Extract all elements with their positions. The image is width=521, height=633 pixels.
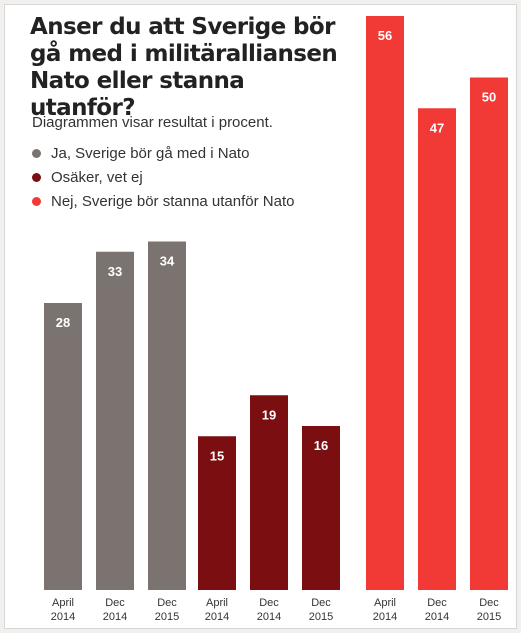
tick-label-period-g0-p1: Dec bbox=[105, 597, 125, 609]
tick-label-period-g2-p1: Dec bbox=[427, 597, 447, 609]
legend-dot-ja bbox=[32, 148, 41, 158]
legend-item-osaker: Osäker, vet ej bbox=[32, 165, 294, 189]
tick-label-year-g0-p2: 2015 bbox=[155, 611, 179, 623]
tick-label-year-g1-p0: 2014 bbox=[205, 611, 229, 623]
bar-value-label-g1-p2: 16 bbox=[314, 438, 328, 453]
legend-label-ja: Ja, Sverige bör gå med i Nato bbox=[51, 144, 250, 162]
tick-label-period-g0-p0: April bbox=[52, 597, 74, 609]
bar-g1-p2 bbox=[302, 426, 340, 590]
bar-value-label-g2-p1: 47 bbox=[430, 120, 444, 135]
bar-value-label-g0-p2: 34 bbox=[160, 254, 175, 269]
bar-g0-p1 bbox=[96, 251, 134, 590]
bar-value-label-g2-p0: 56 bbox=[378, 28, 392, 43]
legend-label-nej: Nej, Sverige bör stanna utanför Nato bbox=[51, 192, 295, 210]
bar-g2-p0 bbox=[366, 16, 404, 590]
tick-label-year-g2-p1: 2014 bbox=[425, 611, 449, 623]
tick-label-year-g2-p0: 2014 bbox=[373, 611, 397, 623]
legend: Ja, Sverige bör gå med i Nato Osäker, ve… bbox=[32, 141, 294, 213]
bar-value-label-g0-p1: 33 bbox=[108, 264, 122, 279]
bar-value-label-g2-p2: 50 bbox=[482, 90, 496, 105]
bar-g2-p2 bbox=[470, 77, 508, 590]
bar-value-label-g0-p0: 28 bbox=[56, 315, 70, 330]
legend-dot-osaker bbox=[32, 172, 41, 182]
tick-label-year-g0-p1: 2014 bbox=[103, 611, 127, 623]
tick-label-year-g1-p2: 2015 bbox=[309, 611, 333, 623]
chart-title: Anser du att Sverige bör gå med i militä… bbox=[30, 14, 338, 121]
legend-item-ja: Ja, Sverige bör gå med i Nato bbox=[32, 141, 294, 165]
tick-label-year-g1-p1: 2014 bbox=[257, 611, 281, 623]
bar-g0-p0 bbox=[44, 303, 82, 590]
tick-label-year-g0-p0: 2014 bbox=[51, 611, 75, 623]
tick-label-period-g2-p0: April bbox=[374, 597, 396, 609]
tick-label-period-g1-p0: April bbox=[206, 597, 228, 609]
chart-subtitle: Diagrammen visar resultat i procent. bbox=[32, 114, 273, 131]
bar-g1-p1 bbox=[250, 395, 288, 590]
bar-value-label-g1-p0: 15 bbox=[210, 448, 224, 463]
bar-g0-p2 bbox=[148, 241, 186, 590]
tick-label-period-g2-p2: Dec bbox=[479, 597, 499, 609]
bar-g1-p0 bbox=[198, 436, 236, 590]
tick-label-period-g1-p2: Dec bbox=[311, 597, 331, 609]
bar-g2-p1 bbox=[418, 108, 456, 590]
tick-label-period-g0-p2: Dec bbox=[157, 597, 177, 609]
tick-label-period-g1-p1: Dec bbox=[259, 597, 279, 609]
bar-value-label-g1-p1: 19 bbox=[262, 407, 276, 422]
legend-label-osaker: Osäker, vet ej bbox=[51, 168, 143, 186]
tick-label-year-g2-p2: 2015 bbox=[477, 611, 501, 623]
legend-dot-nej bbox=[32, 196, 41, 206]
legend-item-nej: Nej, Sverige bör stanna utanför Nato bbox=[32, 189, 294, 213]
